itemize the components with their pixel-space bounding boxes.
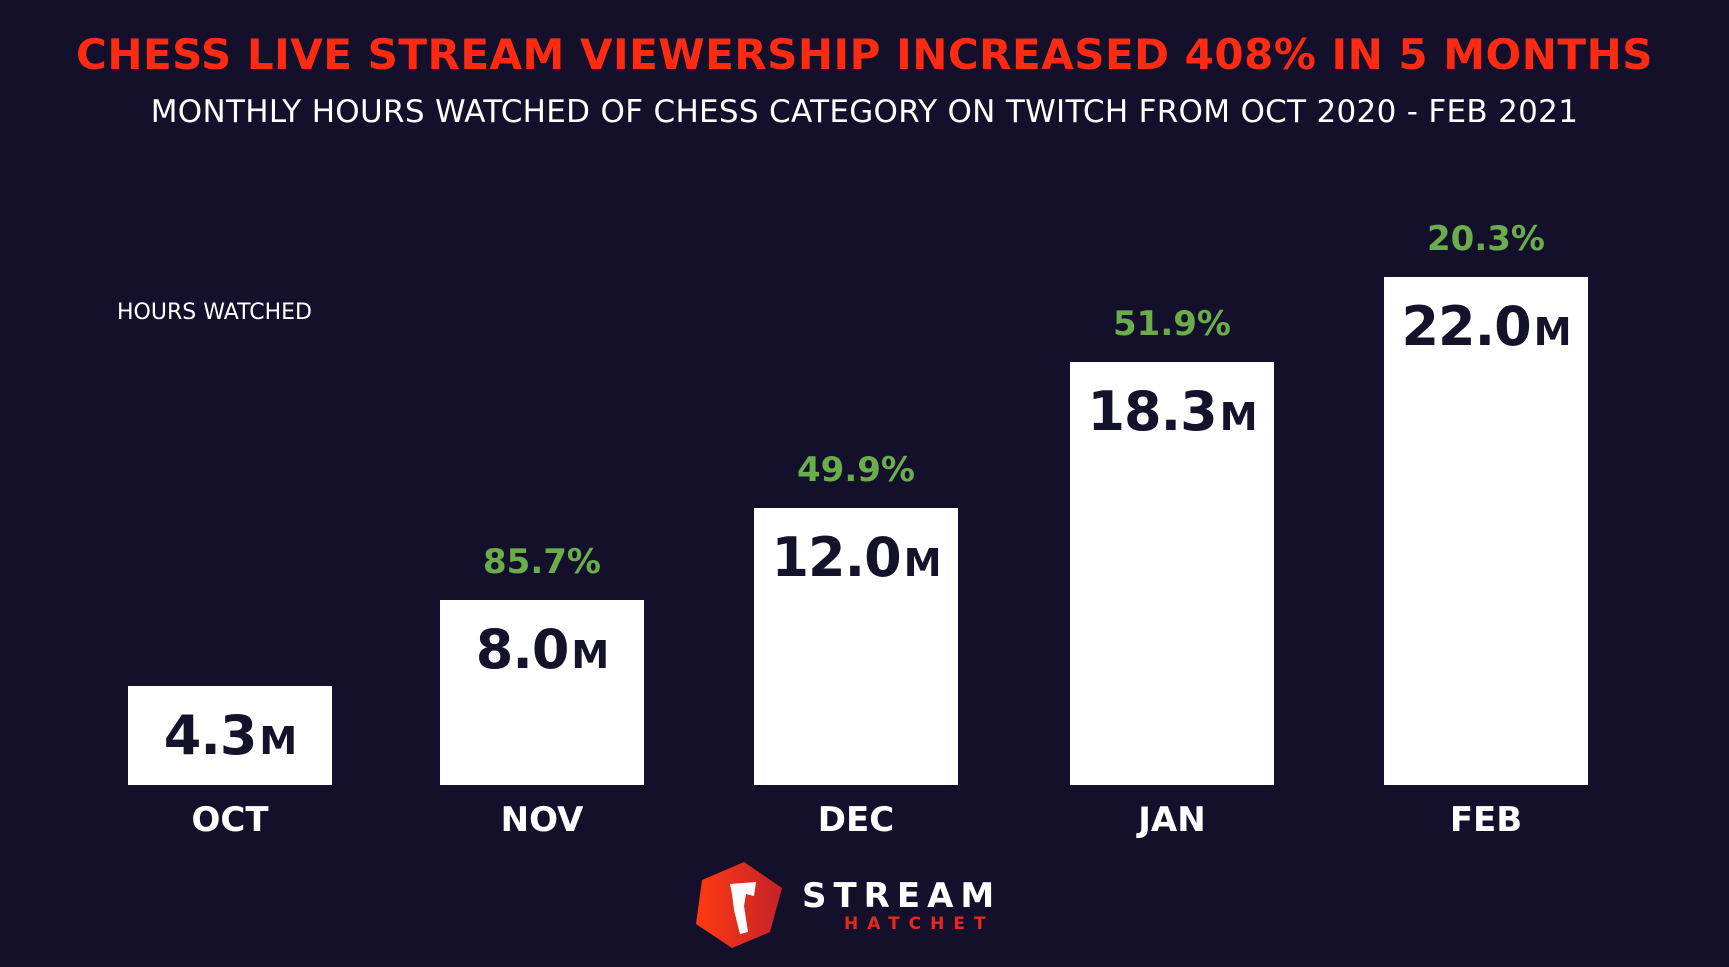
x-tick-label: FEB <box>1449 800 1523 840</box>
bar-oct: 4.3M <box>128 685 332 785</box>
logo-text-hatchet: HATCHET <box>844 914 995 934</box>
value-number: 12.0 <box>771 525 901 589</box>
growth-label: 85.7% <box>483 542 601 583</box>
x-tick-label: NOV <box>500 800 584 840</box>
value-number: 22.0 <box>1401 295 1531 358</box>
x-tick-label: JAN <box>1138 800 1206 840</box>
data-label: 4.3M <box>128 704 332 767</box>
value-unit: M <box>571 633 609 678</box>
growth-label: 49.9% <box>797 449 915 490</box>
growth-label: 51.9% <box>1113 304 1231 345</box>
bar-jan: 18.3M <box>1070 362 1274 785</box>
x-tick-label: DEC <box>817 800 895 840</box>
value-unit: M <box>259 718 297 763</box>
value-unit: M <box>1533 310 1572 354</box>
hatchet-logo-icon <box>696 862 782 948</box>
growth-label: 20.3% <box>1427 219 1545 259</box>
value-unit: M <box>1219 395 1258 440</box>
bar-dec: 12.0M <box>754 507 958 785</box>
data-label: 18.3M <box>1070 380 1274 443</box>
bar-nov: 8.0M <box>440 600 644 785</box>
chart-title: CHESS LIVE STREAM VIEWERSHIP INCREASED 4… <box>76 30 1653 79</box>
data-label: 8.0M <box>440 618 644 681</box>
data-label: 22.0M <box>1384 295 1588 358</box>
data-label: 12.0M <box>754 526 958 589</box>
x-tick-label: OCT <box>191 800 269 840</box>
value-number: 4.3 <box>163 703 258 767</box>
value-unit: M <box>903 540 942 585</box>
value-number: 18.3 <box>1087 380 1217 444</box>
bar-feb: 22.0M <box>1384 277 1588 785</box>
chart-subtitle: MONTHLY HOURS WATCHED OF CHESS CATEGORY … <box>150 94 1579 130</box>
logo-text-stream: STREAM <box>802 876 1002 916</box>
y-axis-label: HOURS WATCHED <box>117 300 312 325</box>
value-number: 8.0 <box>475 618 570 682</box>
